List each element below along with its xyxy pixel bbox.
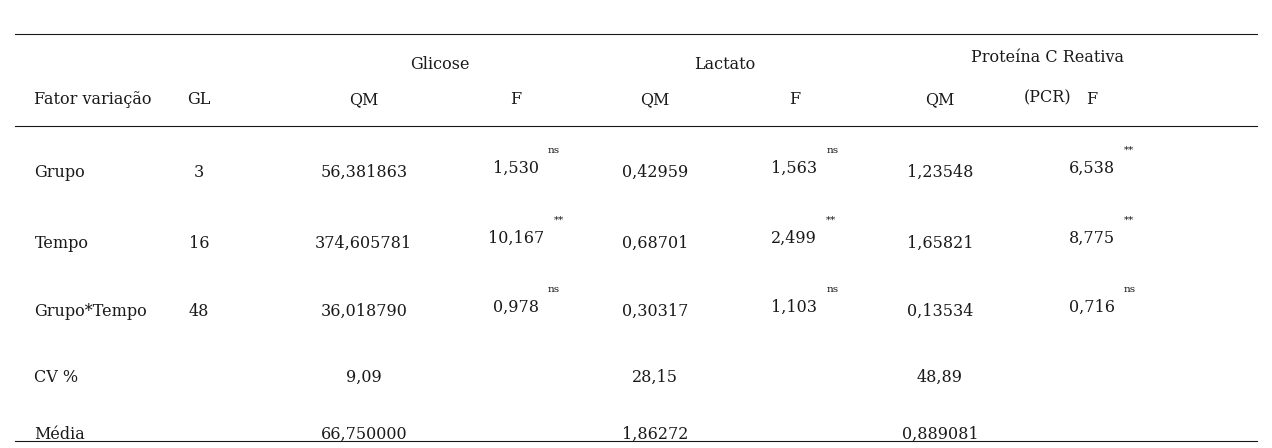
Text: 8,775: 8,775 — [1068, 230, 1116, 247]
Text: Proteína C Reativa: Proteína C Reativa — [971, 49, 1124, 66]
Text: **: ** — [555, 216, 565, 225]
Text: 6,538: 6,538 — [1068, 159, 1116, 177]
Text: 0,30317: 0,30317 — [622, 303, 688, 320]
Text: QM: QM — [349, 91, 378, 108]
Text: 48: 48 — [188, 303, 210, 320]
Text: F: F — [1086, 91, 1098, 108]
Text: 56,381863: 56,381863 — [321, 164, 407, 181]
Text: 1,530: 1,530 — [492, 159, 538, 177]
Text: 66,750000: 66,750000 — [321, 426, 407, 444]
Text: **: ** — [827, 216, 837, 225]
Text: 374,605781: 374,605781 — [315, 235, 412, 251]
Text: 0,13534: 0,13534 — [907, 303, 973, 320]
Text: **: ** — [1124, 146, 1135, 155]
Text: ns: ns — [827, 284, 838, 293]
Text: ns: ns — [1124, 284, 1136, 293]
Text: 36,018790: 36,018790 — [321, 303, 407, 320]
Text: 3: 3 — [193, 164, 205, 181]
Text: QM: QM — [640, 91, 669, 108]
Text: 0,889081: 0,889081 — [902, 426, 978, 444]
Text: 28,15: 28,15 — [632, 369, 678, 386]
Text: GL: GL — [187, 91, 211, 108]
Text: 2,499: 2,499 — [771, 230, 817, 247]
Text: 0,978: 0,978 — [492, 298, 538, 315]
Text: **: ** — [1124, 216, 1135, 225]
Text: QM: QM — [925, 91, 954, 108]
Text: 1,103: 1,103 — [771, 298, 818, 315]
Text: ns: ns — [548, 284, 560, 293]
Text: 0,68701: 0,68701 — [622, 235, 688, 251]
Text: F: F — [510, 91, 522, 108]
Text: Fator variação: Fator variação — [34, 91, 151, 108]
Text: Tempo: Tempo — [34, 235, 89, 251]
Text: 1,23548: 1,23548 — [907, 164, 973, 181]
Text: ns: ns — [548, 146, 560, 155]
Text: 9,09: 9,09 — [346, 369, 382, 386]
Text: Lactato: Lactato — [695, 56, 756, 73]
Text: 0,716: 0,716 — [1068, 298, 1116, 315]
Text: F: F — [789, 91, 800, 108]
Text: 1,86272: 1,86272 — [622, 426, 688, 444]
Text: Média: Média — [34, 426, 85, 444]
Text: (PCR): (PCR) — [1024, 89, 1071, 106]
Text: Glicose: Glicose — [410, 56, 469, 73]
Text: 16: 16 — [188, 235, 210, 251]
Text: 0,42959: 0,42959 — [622, 164, 688, 181]
Text: 10,167: 10,167 — [487, 230, 544, 247]
Text: 1,563: 1,563 — [771, 159, 818, 177]
Text: CV %: CV % — [34, 369, 79, 386]
Text: 1,65821: 1,65821 — [907, 235, 973, 251]
Text: 48,89: 48,89 — [917, 369, 963, 386]
Text: Grupo: Grupo — [34, 164, 85, 181]
Text: Grupo*Tempo: Grupo*Tempo — [34, 303, 148, 320]
Text: ns: ns — [827, 146, 838, 155]
